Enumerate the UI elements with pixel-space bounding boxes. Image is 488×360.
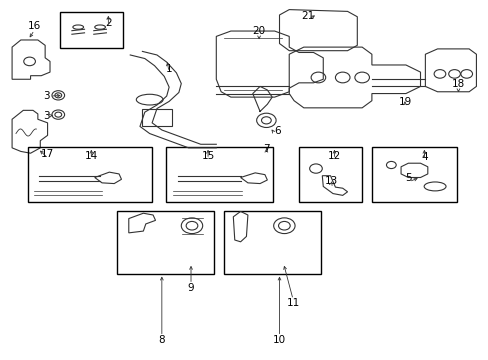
Bar [298, 147, 362, 202]
Text: 4: 4 [420, 152, 427, 162]
Text: 19: 19 [398, 97, 411, 107]
Bar [142, 109, 171, 126]
Text: 3: 3 [43, 111, 49, 121]
Text: 15: 15 [201, 151, 214, 161]
Bar [28, 147, 152, 202]
Bar [371, 147, 456, 202]
Bar [165, 147, 272, 202]
Text: 14: 14 [84, 151, 98, 161]
Text: 17: 17 [41, 149, 54, 159]
Text: 7: 7 [263, 144, 269, 154]
Text: 13: 13 [324, 176, 337, 186]
Bar [224, 211, 321, 274]
Text: 2: 2 [105, 18, 111, 28]
Text: 12: 12 [327, 151, 340, 161]
Text: 5: 5 [405, 173, 411, 183]
Text: 10: 10 [272, 335, 285, 345]
Text: 3: 3 [43, 91, 49, 101]
Text: 18: 18 [451, 79, 464, 89]
Text: 21: 21 [301, 12, 314, 21]
Bar [117, 211, 214, 274]
Text: 8: 8 [158, 335, 165, 345]
Text: 20: 20 [252, 26, 265, 36]
Bar [60, 12, 122, 48]
Text: 9: 9 [187, 283, 194, 293]
Text: 16: 16 [28, 21, 41, 31]
Text: 6: 6 [274, 126, 280, 136]
Text: 1: 1 [165, 64, 172, 74]
Text: 11: 11 [286, 298, 299, 308]
